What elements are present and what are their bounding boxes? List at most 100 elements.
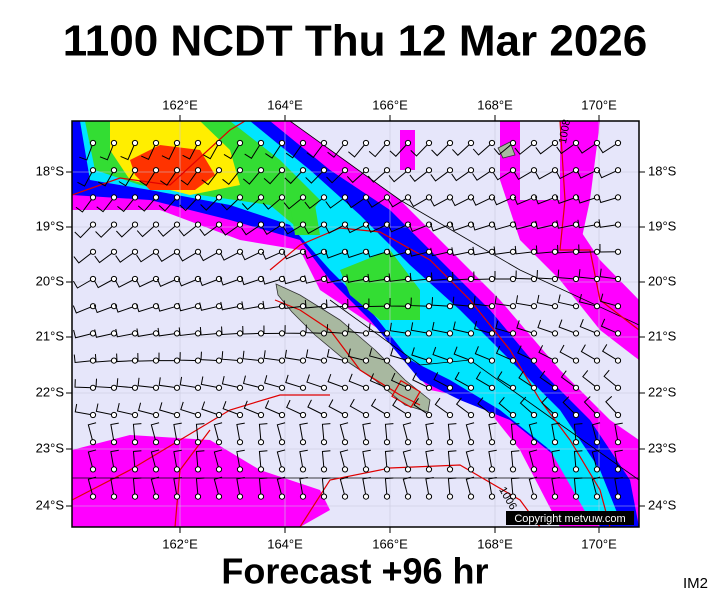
- station: [530, 466, 538, 473]
- station: [572, 411, 580, 419]
- wind-barb: [475, 371, 493, 389]
- station: [299, 330, 307, 337]
- wind-barb: [303, 250, 325, 260]
- station: [383, 139, 391, 147]
- wind-barb: [366, 249, 388, 258]
- station: [446, 411, 454, 419]
- station: [131, 411, 139, 419]
- station: [404, 330, 412, 337]
- wind-barb: [493, 169, 514, 181]
- station: [299, 493, 307, 500]
- wind-barb: [178, 327, 199, 336]
- station: [299, 466, 307, 473]
- wind-barb: [97, 169, 115, 187]
- lon-label: 170°E: [581, 536, 617, 551]
- station: [509, 357, 517, 364]
- wind-barb: [348, 373, 367, 389]
- wind-barb: [222, 169, 241, 185]
- station: [341, 384, 349, 391]
- station: [299, 139, 307, 147]
- wind-barb: [557, 269, 577, 280]
- wind-barb: [118, 169, 136, 187]
- wind-barb: [369, 348, 388, 362]
- wind-barb: [518, 370, 535, 389]
- wind-barb: [454, 371, 472, 389]
- station: [362, 167, 370, 174]
- station: [614, 384, 622, 391]
- wind-barb: [177, 251, 199, 262]
- wind-barb: [603, 369, 619, 389]
- wind-barb: [578, 269, 598, 280]
- lat-label: 19°S: [36, 218, 65, 233]
- station: [593, 493, 601, 500]
- wind-barb: [178, 302, 199, 312]
- wind-barb: [534, 169, 556, 180]
- station: [614, 466, 622, 473]
- wind-barb: [73, 329, 94, 339]
- station: [614, 139, 622, 147]
- shade-magenta: [72, 121, 639, 527]
- wind-barb: [591, 422, 601, 443]
- station: [173, 493, 181, 500]
- wind-barb: [219, 277, 241, 286]
- station: [509, 194, 517, 201]
- station: [383, 330, 391, 337]
- station: [593, 248, 601, 255]
- station: [194, 384, 202, 391]
- wind-barb: [73, 354, 94, 364]
- station: [257, 167, 265, 174]
- wind-barb: [473, 271, 493, 280]
- station: [614, 275, 622, 283]
- wind-barb: [299, 422, 308, 443]
- wind-barb: [477, 397, 493, 416]
- station: [152, 221, 160, 228]
- wind-barb: [116, 378, 136, 389]
- station: [488, 384, 496, 391]
- copyright-box: [506, 511, 634, 525]
- station: [614, 303, 622, 310]
- station: [404, 411, 412, 419]
- station: [467, 384, 475, 391]
- wind-barb: [137, 197, 157, 212]
- wind-barb: [346, 169, 367, 184]
- wind-barb: [556, 142, 577, 155]
- wind-barb: [179, 197, 199, 212]
- station: [278, 248, 286, 255]
- wind-barb: [262, 300, 283, 310]
- station: [299, 411, 307, 419]
- wind-barb: [384, 450, 394, 470]
- wind-barb: [157, 303, 178, 312]
- wind-barb: [388, 196, 409, 208]
- wind-barb: [157, 224, 178, 237]
- wind-barb: [516, 320, 535, 334]
- wind-barb: [79, 142, 94, 161]
- wind-barb: [408, 196, 430, 208]
- wind-barb: [471, 196, 493, 206]
- wind-barb: [528, 476, 538, 497]
- station: [446, 139, 454, 147]
- wind-barb: [242, 169, 262, 185]
- station: [551, 411, 559, 419]
- wind-barb: [74, 379, 94, 389]
- wind-barb: [497, 371, 514, 389]
- wind-barb: [495, 345, 514, 362]
- wind-barb: [236, 422, 245, 443]
- wind-barb: [139, 169, 157, 187]
- wind-barb: [258, 423, 268, 443]
- station: [194, 466, 202, 473]
- station: [110, 466, 118, 473]
- wind-barb: [321, 423, 331, 443]
- station: [593, 330, 601, 337]
- station: [299, 303, 307, 310]
- wind-barb: [597, 194, 619, 204]
- station: [404, 194, 412, 201]
- station: [446, 167, 454, 174]
- station: [572, 275, 580, 283]
- station: [320, 194, 328, 201]
- wind-barb: [367, 196, 388, 208]
- wind-barb: [114, 278, 136, 288]
- station: [131, 330, 139, 337]
- station: [530, 303, 538, 310]
- wind-barb: [425, 449, 434, 470]
- wind-barb: [498, 396, 514, 416]
